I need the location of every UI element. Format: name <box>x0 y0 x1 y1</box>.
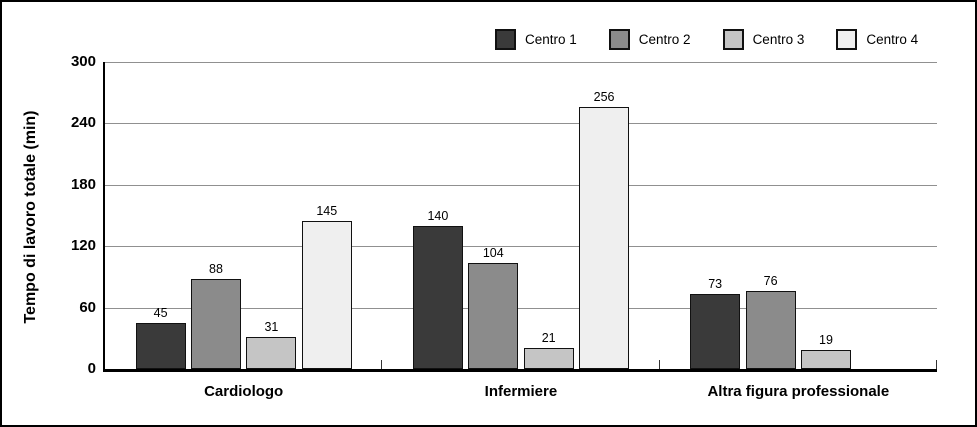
bar <box>246 337 297 369</box>
legend-swatch <box>608 29 630 50</box>
gridline <box>105 62 937 63</box>
x-category-label: Altra figura professionale <box>707 383 890 400</box>
y-tick-label: 180 <box>70 175 96 193</box>
legend-swatch <box>722 29 744 50</box>
legend-item: Centro 1 <box>495 29 577 50</box>
bar <box>468 262 519 369</box>
bar <box>523 347 574 369</box>
bar-value-label: 45 <box>153 305 168 320</box>
x-axis-line <box>103 369 937 372</box>
x-category-label: Infermiere <box>484 383 558 400</box>
y-tick-label: 0 <box>87 360 96 377</box>
bar <box>135 322 186 369</box>
bar-value-label: 19 <box>819 332 833 347</box>
y-axis-line <box>103 62 105 369</box>
y-tick-label: 60 <box>79 298 96 316</box>
gridline <box>105 184 937 186</box>
bar <box>690 294 741 369</box>
x-category-label: Cardiologo <box>204 383 284 400</box>
bar <box>745 291 796 369</box>
bar-value-label: 256 <box>593 90 615 104</box>
bar-value-label: 76 <box>763 274 778 289</box>
bar <box>412 225 463 369</box>
bar <box>191 278 241 369</box>
bar-value-label: 145 <box>316 203 338 218</box>
legend-item: Centro 2 <box>608 29 691 50</box>
bar-value-label: 73 <box>708 277 723 292</box>
chart-legend: Centro 1 Centro 2 Centro 3 Centro 4 <box>495 29 918 50</box>
gridline <box>105 307 937 309</box>
y-tick-label: 300 <box>70 53 96 70</box>
gridline <box>105 123 937 125</box>
bar-value-label: 88 <box>209 261 223 276</box>
legend-item: Centro 4 <box>836 29 918 50</box>
x-axis-tick <box>381 360 383 369</box>
bar <box>579 107 630 369</box>
bar-value-label: 104 <box>482 245 504 260</box>
legend-item: Centro 3 <box>722 29 805 50</box>
legend-label: Centro 4 <box>866 32 919 47</box>
bar <box>801 349 851 369</box>
legend-swatch <box>836 29 858 50</box>
bar-value-label: 21 <box>541 330 556 345</box>
y-tick-label: 120 <box>70 237 96 255</box>
legend-label: Centro 3 <box>752 32 805 47</box>
legend-label: Centro 2 <box>638 32 691 47</box>
bar-value-label: 31 <box>264 320 279 335</box>
bar <box>301 220 352 369</box>
legend-label: Centro 1 <box>525 32 577 47</box>
x-axis-tick <box>936 360 937 369</box>
bar-value-label: 140 <box>427 208 449 223</box>
legend-swatch <box>495 29 516 50</box>
y-axis-title: Tempo di lavoro totale (min) <box>22 110 39 324</box>
y-tick-label: 240 <box>70 114 96 132</box>
gridline <box>105 246 937 248</box>
x-axis-tick <box>658 360 660 369</box>
